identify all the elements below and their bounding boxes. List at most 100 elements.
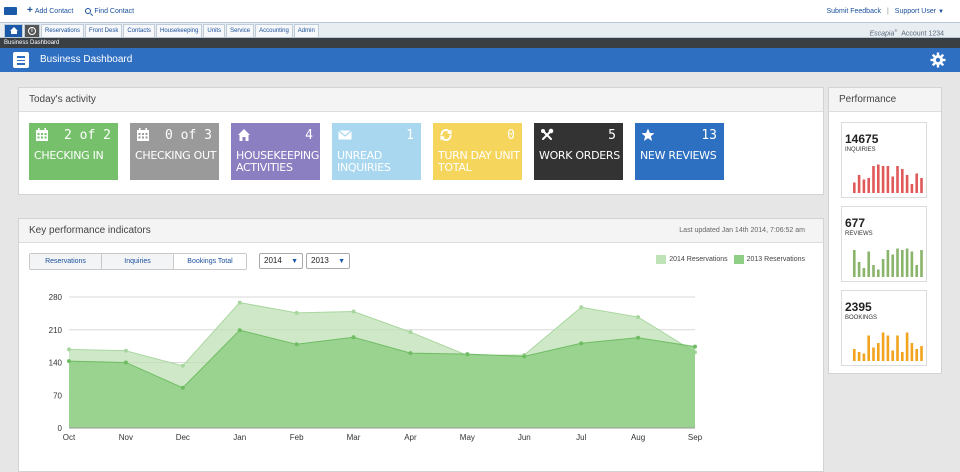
legend-swatch-2013 [733,255,744,264]
data-point [579,305,584,310]
x-tick-label: Sep [688,433,703,442]
sparkline-bar [910,251,914,277]
perf-value: 14675 [845,132,879,146]
find-contact-label: Find Contact [94,7,135,15]
account-info: Escapia® Account 1234 [869,28,944,38]
legend-item-2013[interactable]: 2013 Reservations [733,255,805,264]
tile-label: Checking In [34,149,104,162]
bookings-total-toggle-button[interactable]: Bookings Total [174,254,246,269]
sparkline-bar [905,175,909,193]
y-tick-label: 280 [49,293,63,302]
info-tab[interactable]: i [24,24,40,37]
sparkline-bar [857,352,861,361]
find-contact-button[interactable]: Find Contact [85,8,134,15]
inquiries-toggle-button[interactable]: Inquiries [102,254,174,269]
tile-label: Work Orders [539,149,620,162]
sparkline-bar [901,352,904,361]
year-b-select[interactable]: 2013 ▼ [306,253,350,269]
performance-panel: Performance 14675 INQUIRIES 677 REVIEWS 2395… [828,87,942,374]
tab-units[interactable]: Units [203,24,226,37]
sparkline-bar [867,251,870,277]
star-icon [641,128,655,141]
perf-card-inquiries[interactable]: 14675 INQUIRIES [841,122,927,198]
submit-feedback-link[interactable]: Submit Feedback [826,7,881,15]
tab-service[interactable]: Service [226,24,255,37]
y-tick-label: 0 [58,424,63,433]
tab-accounting[interactable]: Accounting [255,24,293,37]
home-tab[interactable] [4,24,23,37]
tab-reservations[interactable]: Reservations [41,24,85,37]
perf-card-bookings[interactable]: 2395 BOOKINGS [841,290,927,366]
data-point [522,354,527,359]
reservations-toggle-button[interactable]: Reservations [30,254,102,269]
add-contact-label: Add Contact [34,7,74,15]
tab-admin[interactable]: Admin [293,24,319,37]
perf-sparkline [853,248,923,277]
x-tick-label: Dec [176,433,190,442]
x-tick-label: Nov [119,433,133,442]
data-point [636,335,641,340]
sparkline-bar [920,250,923,277]
tile-unread-inquiries[interactable]: 1 Unread Inquiries [332,123,421,180]
legend-item-2014[interactable]: 2014 Reservations [656,255,728,264]
data-point [408,351,413,356]
tab-front-desk[interactable]: Front Desk [85,24,123,37]
sparkline-bar [881,332,885,361]
tile-checking-in[interactable]: 2 of 2 Checking In [29,123,118,180]
sparkline-bar [886,335,890,361]
data-point [351,309,356,314]
kpi-metric-toggle: Reservations Inquiries Bookings Total [29,253,247,270]
breadcrumb: Business Dashboard [0,38,960,48]
support-user-label: Support User [894,7,937,15]
tab-housekeeping[interactable]: Housekeeping [156,24,203,37]
tile-new-reviews[interactable]: 13 New Reviews [635,123,724,180]
year-a-select[interactable]: 2014 ▼ [259,253,303,269]
sparkline-bar [862,179,866,193]
sparkline-bar [896,335,899,361]
main-nav: i Reservations Front Desk Contacts House… [0,22,960,38]
data-point [123,348,128,353]
add-contact-button[interactable]: + Add Contact [27,6,73,16]
app-logo-icon[interactable] [4,7,17,15]
last-updated-text: Last updated Jan 14th 2014, 7:06:52 am [679,227,805,234]
tile-count: 4 [305,128,313,143]
sparkline-bar [901,169,904,193]
year-b-value: 2013 [311,256,329,265]
tile-count: 0 [507,128,515,143]
tile-checking-out[interactable]: 0 of 3 Checking Out [130,123,219,180]
sparkline-bar [905,332,909,361]
tile-label: New Reviews [640,149,717,162]
y-tick-label: 210 [49,326,63,335]
tile-work-orders[interactable]: 5 Work Orders [534,123,623,180]
tile-turn-day-unit-total[interactable]: 0 Turn Day Unit Total [433,123,522,180]
data-point [180,363,185,368]
support-user-menu[interactable]: Support User ▼ [895,8,944,15]
sparkline-bar [881,259,885,277]
account-name: Account 1234 [901,30,944,38]
hamburger-menu-icon[interactable] [13,52,29,68]
x-tick-label: Jan [233,433,246,442]
reservations-area-chart: 0 70 140 210 280 Oct Nov Dec Jan Feb Mar Apr May Jun J… [49,293,703,442]
perf-label: REVIEWS [845,231,873,237]
sparkline-bar [877,269,880,277]
tile-count: 13 [701,128,717,143]
x-tick-label: Jun [518,433,531,442]
chevron-down-icon: ▼ [291,258,298,265]
data-point [294,310,299,315]
x-tick-label: Feb [290,433,304,442]
top-toolbar: + Add Contact Find Contact Submit Feedba… [0,0,960,22]
perf-card-reviews[interactable]: 677 REVIEWS [841,206,927,282]
sparkline-bar [857,175,861,193]
sparkline-bar [872,265,875,277]
dashboard-content: Today's activity 2 of 2 Checking In 0 of 3… [0,72,960,472]
page-title: Business Dashboard [40,54,133,65]
gear-icon[interactable] [930,52,946,68]
sparkline-bar [891,350,894,361]
x-tick-label: May [460,433,475,442]
sparkline-bar [905,248,909,277]
tab-contacts[interactable]: Contacts [123,24,156,37]
data-point [67,359,71,364]
tile-housekeeping-activities[interactable]: 4 Housekeeping Activities [231,123,320,180]
tile-label: Turn Day Unit Total [438,149,520,174]
sparkline-bar [901,250,904,277]
